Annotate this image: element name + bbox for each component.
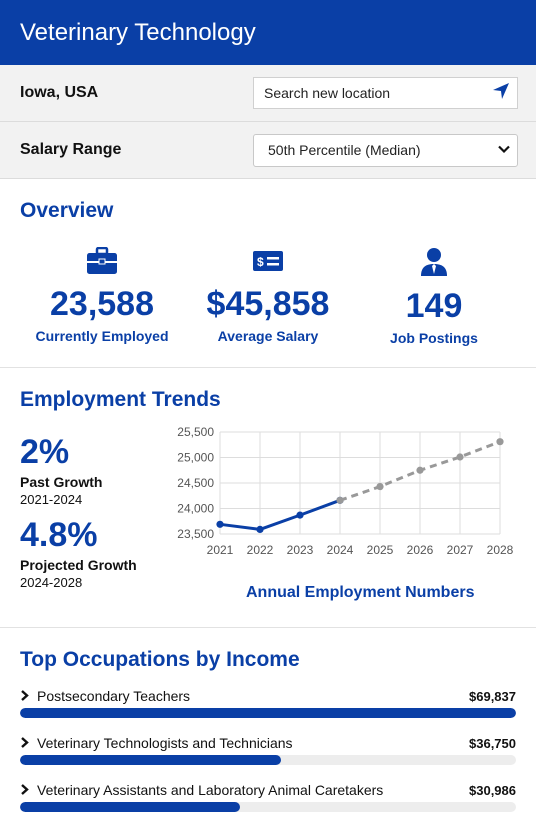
app-header: Veterinary Technology bbox=[0, 0, 536, 65]
projected-data-point bbox=[456, 453, 464, 461]
x-tick-label: 2028 bbox=[487, 543, 514, 557]
salary-range-label: Salary Range bbox=[20, 141, 122, 158]
occupation-name[interactable]: Postsecondary Teachers bbox=[37, 688, 191, 704]
occupation-salary-bar bbox=[20, 708, 516, 718]
historical-data-point bbox=[216, 520, 224, 528]
occupation-salary: $36,750 bbox=[469, 736, 516, 751]
occupations-section: Top Occupations by Income Postsecondary … bbox=[0, 628, 536, 823]
chart-title: Annual Employment Numbers bbox=[246, 584, 475, 601]
salary-caption: Average Salary bbox=[217, 328, 319, 344]
occupation-salary-bar-fill bbox=[20, 755, 281, 765]
occupation-salary-bar bbox=[20, 755, 516, 765]
location-label: Iowa, USA bbox=[20, 84, 99, 101]
occupation-item[interactable]: Postsecondary Teachers $69,837 bbox=[20, 682, 516, 729]
occupations-title: Top Occupations by Income bbox=[20, 648, 300, 671]
historical-series-line bbox=[219, 498, 341, 531]
chevron-down-icon bbox=[497, 142, 511, 159]
person-tie-icon bbox=[354, 247, 514, 277]
historical-data-point bbox=[296, 511, 304, 519]
x-tick-label: 2025 bbox=[367, 543, 394, 557]
location-arrow-icon[interactable] bbox=[491, 81, 511, 106]
projected-growth-label: Projected Growth bbox=[20, 557, 137, 573]
location-search-input[interactable] bbox=[264, 85, 464, 101]
occupation-item[interactable]: Veterinary Technologists and Technicians… bbox=[20, 729, 516, 776]
x-tick-label: 2026 bbox=[407, 543, 434, 557]
occupation-salary: $69,837 bbox=[469, 689, 516, 704]
chevron-right-icon[interactable] bbox=[20, 783, 29, 798]
growth-summary: 2% Past Growth 2021-2024 4.8% Projected … bbox=[20, 434, 160, 590]
occupation-salary-bar-fill bbox=[20, 802, 241, 812]
page-title: Veterinary Technology bbox=[20, 18, 256, 46]
projected-data-point bbox=[416, 466, 424, 474]
x-tick-label: 2023 bbox=[287, 543, 314, 557]
employed-caption: Currently Employed bbox=[35, 328, 169, 344]
x-tick-label: 2027 bbox=[447, 543, 474, 557]
y-tick-label: 23,500 bbox=[177, 527, 214, 541]
salary-range-select[interactable]: 50th Percentile (Median) bbox=[253, 133, 518, 167]
stat-employed: 23,588 Currently Employed bbox=[22, 247, 182, 346]
occupation-salary: $30,986 bbox=[469, 783, 516, 798]
trends-title: Employment Trends bbox=[20, 388, 221, 411]
y-tick-label: 24,000 bbox=[177, 502, 214, 516]
projected-data-point bbox=[336, 496, 344, 504]
salary-range-value: 50th Percentile (Median) bbox=[268, 142, 421, 158]
overview-section: Overview 23,588 Currently Employed $ $45… bbox=[0, 179, 536, 368]
location-search[interactable] bbox=[253, 77, 518, 109]
occupation-name[interactable]: Veterinary Assistants and Laboratory Ani… bbox=[37, 782, 384, 798]
occupation-salary-bar bbox=[20, 802, 516, 812]
y-tick-label: 25,500 bbox=[177, 425, 214, 439]
y-tick-label: 25,000 bbox=[177, 451, 214, 465]
location-row: Iowa, USA bbox=[0, 65, 536, 122]
employed-value: 23,588 bbox=[50, 285, 154, 323]
svg-text:$: $ bbox=[257, 255, 264, 269]
briefcase-icon bbox=[22, 247, 182, 275]
occupation-salary-bar-fill bbox=[20, 708, 516, 718]
money-bill-icon: $ bbox=[188, 247, 348, 275]
projected-data-point bbox=[376, 482, 384, 491]
projected-data-point bbox=[496, 438, 504, 446]
postings-caption: Job Postings bbox=[390, 330, 478, 346]
past-growth-value: 2% bbox=[20, 433, 70, 471]
x-tick-label: 2022 bbox=[247, 543, 274, 557]
trends-section: Employment Trends 2% Past Growth 2021-20… bbox=[0, 368, 536, 628]
overview-title: Overview bbox=[20, 199, 114, 222]
postings-value: 149 bbox=[405, 287, 463, 325]
chevron-right-icon[interactable] bbox=[20, 736, 29, 751]
salary-range-row: Salary Range 50th Percentile (Median) bbox=[0, 122, 536, 179]
past-growth-years: 2021-2024 bbox=[20, 492, 83, 507]
projected-growth-years: 2024-2028 bbox=[20, 575, 83, 590]
x-tick-label: 2021 bbox=[207, 543, 234, 557]
salary-value: $45,858 bbox=[206, 285, 330, 323]
past-growth-label: Past Growth bbox=[20, 474, 103, 490]
stat-postings: 149 Job Postings bbox=[354, 247, 514, 346]
occupation-name[interactable]: Veterinary Technologists and Technicians bbox=[37, 735, 293, 751]
historical-data-point bbox=[256, 525, 264, 534]
y-tick-label: 24,500 bbox=[177, 476, 214, 490]
occupation-item[interactable]: Veterinary Assistants and Laboratory Ani… bbox=[20, 776, 516, 823]
chevron-right-icon[interactable] bbox=[20, 689, 29, 704]
employment-line-chart: 23,500 24,000 24,500 25,000 25,500 2021 2022 20… bbox=[177, 425, 514, 557]
stat-salary: $ $45,858 Average Salary bbox=[188, 247, 348, 346]
projected-growth-value: 4.8% bbox=[20, 516, 98, 554]
x-tick-label: 2024 bbox=[327, 543, 354, 557]
